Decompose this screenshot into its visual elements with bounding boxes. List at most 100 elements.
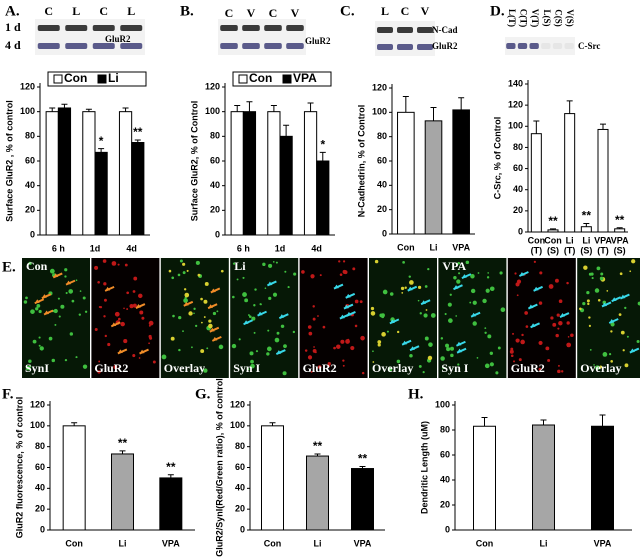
puncta [84, 310, 88, 313]
arrow-head [135, 304, 141, 309]
micrograph [369, 258, 437, 378]
error-bar [616, 227, 623, 229]
puncta [557, 327, 560, 330]
y-tick-label: 80 [513, 142, 523, 152]
puncta [408, 275, 411, 278]
y-tick-label: 0 [240, 524, 245, 534]
arrow-head [421, 300, 427, 305]
puncta [292, 330, 296, 334]
y-tick-label: 0 [445, 524, 450, 534]
y-tick-label: 120 [230, 399, 245, 409]
error-bar [583, 223, 590, 227]
blot-band [552, 43, 563, 49]
puncta [510, 347, 514, 351]
puncta [440, 337, 444, 340]
y-tick-label: 0 [40, 524, 45, 534]
y-tick-label: 20 [210, 205, 220, 215]
puncta [424, 285, 428, 288]
puncta [307, 355, 313, 360]
arrow-head [257, 311, 263, 316]
puncta [350, 345, 355, 351]
puncta [64, 358, 68, 362]
puncta [558, 364, 560, 367]
puncta [54, 323, 57, 326]
puncta [182, 330, 184, 333]
puncta [626, 335, 629, 338]
bar [118, 111, 133, 236]
y-tick-label: 40 [235, 483, 245, 493]
y-tick-label: 80 [210, 131, 220, 141]
puncta [48, 336, 53, 341]
puncta [538, 367, 542, 371]
x-tick-label: (S) [580, 245, 592, 255]
puncta [596, 266, 601, 271]
x-tick-label: (T) [531, 245, 543, 255]
bar [306, 455, 329, 531]
puncta [250, 363, 255, 369]
lane-label: V(S) [565, 9, 575, 27]
puncta [39, 346, 44, 351]
puncta [177, 273, 181, 277]
error-bar [119, 450, 126, 454]
lane-label: V [421, 4, 430, 18]
bar [564, 113, 576, 233]
bar [57, 107, 72, 236]
puncta [247, 314, 250, 316]
puncta [594, 288, 600, 293]
puncta [276, 331, 280, 335]
puncta [489, 286, 495, 292]
puncta [629, 270, 632, 273]
blot-band [220, 25, 238, 31]
puncta [312, 317, 316, 321]
y-tick-label: 120 [372, 82, 387, 92]
puncta [248, 315, 252, 319]
puncta [283, 344, 287, 349]
puncta [445, 343, 450, 348]
puncta [388, 367, 393, 372]
error-bar [85, 108, 92, 112]
y-tick-label: 80 [235, 441, 245, 451]
puncta [268, 296, 272, 300]
puncta [409, 353, 413, 358]
puncta [602, 300, 607, 305]
bar [230, 111, 244, 236]
y-tick-label: 40 [377, 180, 387, 190]
significance: ** [358, 452, 368, 466]
puncta [485, 288, 490, 293]
legend-box [47, 71, 147, 87]
puncta [538, 340, 543, 345]
channel-label: GluR2 [303, 361, 337, 375]
x-tick-label: 1d [275, 243, 286, 253]
puncta [200, 349, 205, 354]
micrograph [577, 258, 640, 378]
micrograph [507, 258, 576, 378]
puncta [550, 316, 554, 320]
blot-band [417, 27, 433, 33]
panel-label: A. [5, 3, 20, 19]
arrow-head [279, 314, 285, 319]
channel-label: Syn I [233, 361, 260, 375]
puncta [354, 324, 358, 328]
puncta [170, 336, 175, 341]
puncta [637, 301, 640, 306]
channel-label: GluR2 [511, 361, 545, 375]
arrow-head [528, 304, 534, 309]
puncta [606, 290, 609, 292]
legend-swatch [53, 74, 63, 84]
puncta [98, 360, 101, 363]
puncta [129, 303, 134, 309]
puncta [148, 342, 150, 345]
puncta [188, 311, 193, 316]
y-tick-label: 60 [440, 449, 450, 459]
blot-band [37, 25, 60, 31]
puncta [28, 359, 32, 363]
puncta [138, 293, 143, 299]
puncta [231, 343, 237, 349]
puncta [489, 351, 494, 355]
puncta [250, 359, 254, 364]
error-bar [283, 124, 290, 137]
row-label: 4 d [5, 38, 21, 52]
significance: ** [548, 214, 558, 228]
panel-label: G. [195, 386, 211, 402]
puncta [423, 313, 428, 318]
